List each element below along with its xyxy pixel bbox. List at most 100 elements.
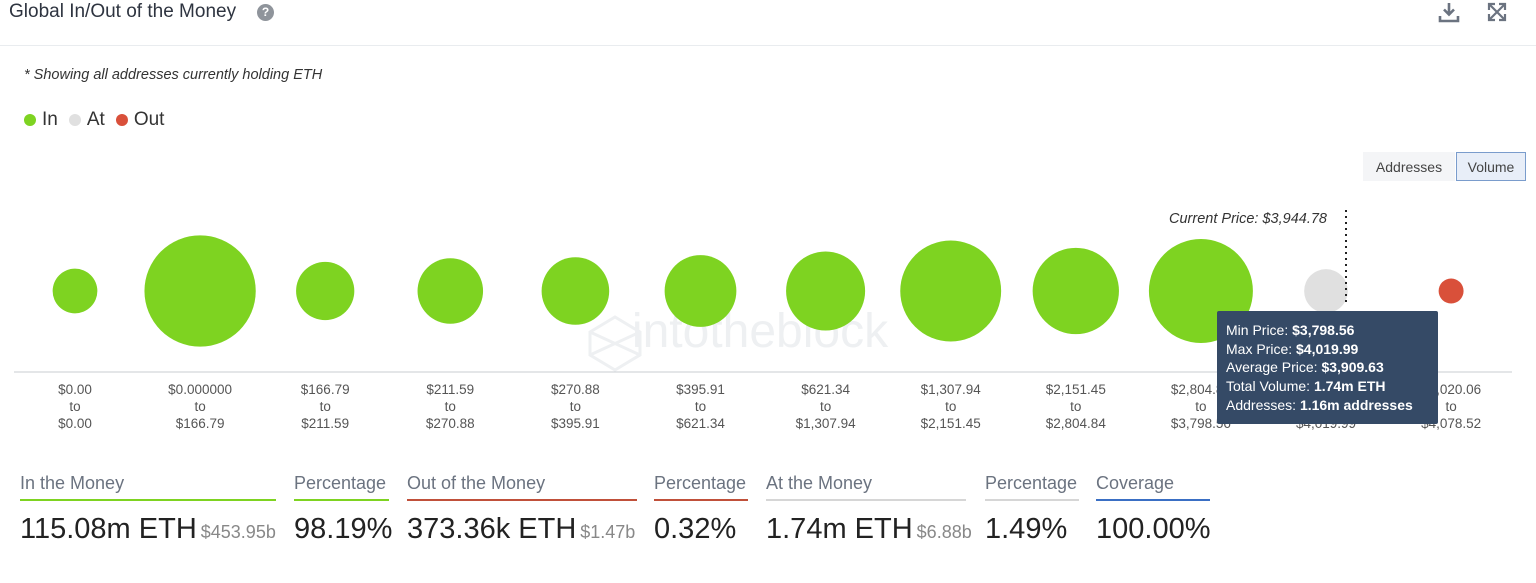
stat-percentage: Percentage 98.19% bbox=[294, 470, 393, 546]
legend-item-in[interactable]: In bbox=[24, 109, 58, 131]
bucket-range-label: to bbox=[445, 399, 456, 414]
bucket-range-label: $1,307.94 bbox=[921, 382, 982, 397]
current-price-label: Current Price: $3,944.78 bbox=[1169, 211, 1327, 227]
stat-underline bbox=[985, 499, 1079, 501]
tooltip-row-label: Min Price: bbox=[1226, 322, 1293, 338]
stat-value: 115.08m ETH $453.95b bbox=[20, 513, 276, 546]
tooltip-row: Min Price: $3,798.56 bbox=[1226, 321, 1429, 340]
holding-note: * Showing all addresses currently holdin… bbox=[24, 67, 323, 83]
bucket-range-label: $2,804.84 bbox=[1171, 382, 1232, 397]
bubble-at bbox=[1304, 269, 1348, 313]
legend-dot-in bbox=[24, 114, 36, 126]
bubble-in bbox=[52, 268, 98, 314]
page-title: Global In/Out of the Money bbox=[9, 1, 237, 22]
legend-item-out[interactable]: Out bbox=[115, 109, 165, 131]
bubble-tooltip: Min Price: $3,798.56 Max Price: $4,019.99… bbox=[1217, 311, 1438, 424]
stat-main-value: 100.00% bbox=[1096, 513, 1211, 545]
legend-label-at: At bbox=[86, 109, 105, 130]
tooltip-row-value: $4,019.99 bbox=[1296, 340, 1359, 357]
stat-main-value: 0.32% bbox=[654, 513, 737, 545]
bucket-range-label: $621.34 bbox=[801, 382, 850, 397]
tooltip-row: Total Volume: 1.74m ETH bbox=[1226, 377, 1429, 396]
tooltip-row: Max Price: $4,019.99 bbox=[1226, 340, 1429, 359]
bucket-range-label: to bbox=[1070, 399, 1081, 414]
legend-dot-at bbox=[68, 114, 81, 126]
stat-main-value: 115.08m ETH bbox=[20, 513, 197, 545]
stat-main-value: 1.49% bbox=[985, 513, 1068, 545]
stat-label: Percentage bbox=[985, 473, 1078, 493]
tooltip-row-value: 1.74m ETH bbox=[1313, 378, 1386, 395]
bucket-range-label: to bbox=[1195, 399, 1206, 414]
stat-underline bbox=[20, 499, 276, 501]
stat-out-of-the-money: Out of the Money 373.36k ETH $1.47b bbox=[407, 470, 637, 546]
tooltip-row-value: 1.16m addresses bbox=[1299, 396, 1413, 413]
bubble-in bbox=[1032, 247, 1119, 335]
bucket-range-label: $0.00 bbox=[58, 416, 92, 431]
bucket-range-label: $2,151.45 bbox=[1046, 382, 1106, 397]
stat-coverage: Coverage 100.00% bbox=[1096, 470, 1211, 546]
legend-item-at[interactable]: At bbox=[68, 109, 105, 131]
header: Global In/Out of the Money ? bbox=[0, 0, 1536, 46]
stat-value: 100.00% bbox=[1096, 513, 1211, 546]
bubble-chart: intotheblock$0.00to$0.00$0.000000to$166.… bbox=[14, 210, 1512, 431]
stat-percentage: Percentage 1.49% bbox=[985, 470, 1079, 546]
bucket-range-label: $211.59 bbox=[426, 382, 474, 397]
tooltip-row-label: Average Price: bbox=[1226, 359, 1322, 376]
stat-percentage: Percentage 0.32% bbox=[654, 470, 748, 546]
stat-usd-value: $1.47b bbox=[580, 522, 636, 542]
tooltip-row: Addresses: 1.16m addresses bbox=[1226, 396, 1429, 415]
stat-usd-value: $6.88b bbox=[916, 522, 972, 542]
stat-underline bbox=[294, 499, 389, 501]
tooltip-row-label: Addresses: bbox=[1226, 396, 1300, 413]
bubble-in bbox=[664, 255, 737, 327]
stat-main-value: 1.74m ETH bbox=[766, 513, 913, 545]
stat-underline bbox=[766, 499, 966, 501]
bucket-range-label: $166.79 bbox=[301, 382, 350, 397]
stat-underline bbox=[654, 499, 748, 501]
stat-label: Out of the Money bbox=[407, 473, 546, 493]
expand-icon[interactable] bbox=[1486, 1, 1508, 23]
bucket-range-label: $2,151.45 bbox=[921, 416, 981, 431]
volume-toggle-button[interactable]: Volume bbox=[1456, 152, 1526, 181]
bubble-in bbox=[144, 235, 256, 347]
addresses-toggle-button[interactable]: Addresses bbox=[1363, 152, 1455, 181]
stat-label: In the Money bbox=[20, 473, 125, 493]
bucket-range-label: to bbox=[695, 399, 706, 414]
watermark-logo-icon bbox=[588, 315, 642, 372]
download-icon[interactable] bbox=[1438, 1, 1460, 23]
tooltip-row-value: $3,798.56 bbox=[1292, 322, 1355, 338]
bubble-in bbox=[541, 257, 610, 325]
bucket-range-label: $395.91 bbox=[551, 416, 600, 431]
bucket-range-label: $270.88 bbox=[426, 416, 475, 431]
summary-stats: In the Money 115.08m ETH $453.95b Percentag… bbox=[0, 470, 1536, 570]
bucket-range-label: to bbox=[945, 399, 956, 414]
bucket-range-label: to bbox=[69, 399, 80, 414]
stat-value: 0.32% bbox=[654, 513, 748, 546]
stat-main-value: 98.19% bbox=[294, 513, 393, 545]
stat-usd-value: $453.95b bbox=[200, 522, 276, 542]
stat-value: 98.19% bbox=[294, 513, 393, 546]
tooltip-row-label: Total Volume: bbox=[1226, 378, 1314, 395]
bubble-in bbox=[786, 251, 866, 331]
stat-value: 1.49% bbox=[985, 513, 1079, 546]
bucket-range-label: to bbox=[570, 399, 581, 414]
legend-dot-out bbox=[115, 114, 128, 126]
stat-label: At the Money bbox=[766, 473, 873, 493]
bucket-range-label: $0.000000 bbox=[168, 382, 232, 397]
bucket-range-label: to bbox=[1445, 399, 1456, 414]
stat-underline bbox=[407, 499, 637, 501]
stat-value: 373.36k ETH $1.47b bbox=[407, 513, 637, 546]
bubble-out bbox=[1438, 278, 1464, 304]
tooltip-row-value: $3,909.63 bbox=[1321, 359, 1384, 376]
bubble-in bbox=[417, 258, 484, 324]
stat-at-the-money: At the Money 1.74m ETH $6.88b bbox=[766, 470, 972, 546]
legend-label-out: Out bbox=[133, 109, 165, 130]
bucket-range-label: to bbox=[820, 399, 831, 414]
tooltip-row: Average Price: $3,909.63 bbox=[1226, 358, 1429, 377]
help-icon[interactable]: ? bbox=[257, 4, 274, 21]
bucket-range-label: $3,798.56 bbox=[1171, 416, 1231, 431]
bubble-in bbox=[900, 240, 1002, 342]
bucket-range-label: to bbox=[320, 399, 331, 414]
stat-label: Percentage bbox=[654, 473, 747, 493]
stat-label: Coverage bbox=[1096, 473, 1175, 493]
